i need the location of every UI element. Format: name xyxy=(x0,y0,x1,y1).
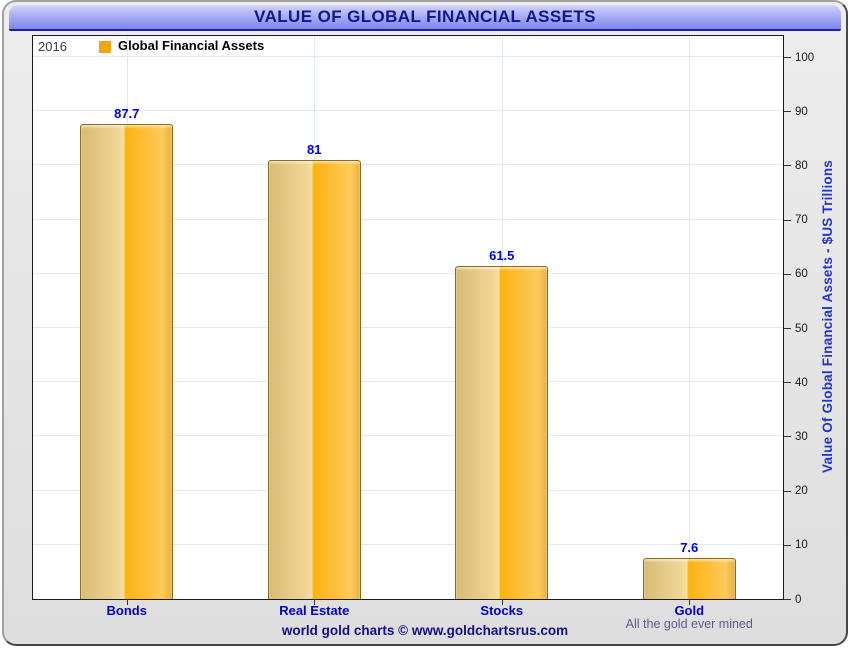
y-axis-tick xyxy=(784,544,791,546)
category-label-bonds: Bonds xyxy=(106,603,147,618)
gridline-horizontal xyxy=(33,489,783,491)
y-axis-tick-label: 90 xyxy=(795,105,808,118)
y-axis-tick xyxy=(784,490,791,492)
y-axis-tick xyxy=(784,57,791,58)
y-axis-tick xyxy=(784,111,791,113)
bar-value-label: 7.6 xyxy=(680,539,699,555)
gridline-horizontal xyxy=(33,435,783,437)
bar-bonds xyxy=(80,123,174,599)
y-axis-tick-label: 40 xyxy=(795,376,808,389)
gridline-horizontal xyxy=(33,272,783,274)
y-axis-tick xyxy=(784,219,791,221)
y-axis-title-wrap: Value Of Global Financial Assets - $US T… xyxy=(814,35,840,598)
title-bar: VALUE OF GLOBAL FINANCIAL ASSETS xyxy=(9,5,841,31)
gridline-horizontal xyxy=(33,164,783,166)
y-axis-title: Value Of Global Financial Assets - $US T… xyxy=(819,160,835,473)
bar-real-estate xyxy=(267,159,361,599)
plot-area: 2016 Global Financial Assets 87.7 81 61.5 7… xyxy=(32,35,784,600)
y-axis-tick-label: 0 xyxy=(795,593,802,606)
gridline-horizontal xyxy=(33,56,783,57)
category-label-real-estate: Real Estate xyxy=(279,603,350,618)
bar-stocks xyxy=(455,265,549,599)
y-axis-tick xyxy=(784,273,791,275)
category-sublabel: All the gold ever mined xyxy=(625,617,753,631)
bar-value-label: 87.7 xyxy=(114,105,140,121)
chart-title: VALUE OF GLOBAL FINANCIAL ASSETS xyxy=(254,7,596,26)
legend-year: 2016 xyxy=(38,39,67,54)
y-axis-tick xyxy=(784,382,791,384)
legend-series-label: Global Financial Assets xyxy=(118,38,265,53)
bar-value-label: 81 xyxy=(307,141,322,157)
x-axis-tick xyxy=(314,599,316,605)
y-axis-tick-label: 100 xyxy=(795,51,815,64)
gridline-horizontal xyxy=(33,327,783,328)
x-axis-tick xyxy=(501,599,503,605)
y-axis-tick xyxy=(784,599,791,600)
gridline-horizontal xyxy=(33,110,783,112)
y-axis-tick-label: 10 xyxy=(795,539,808,552)
gridline-horizontal xyxy=(33,218,783,220)
y-axis-tick xyxy=(784,165,791,167)
y-axis-tick-label: 50 xyxy=(795,322,808,335)
gridline-horizontal xyxy=(33,543,783,545)
bar-value-label: 61.5 xyxy=(489,247,515,263)
category-label-stocks: Stocks xyxy=(480,603,524,618)
bar-gold xyxy=(642,557,736,599)
legend: 2016 Global Financial Assets xyxy=(33,36,783,57)
x-axis-tick xyxy=(689,599,691,605)
x-axis-tick xyxy=(126,599,128,605)
footer-credit: world gold charts © www.goldchartsrus.co… xyxy=(281,623,569,638)
y-axis-tick xyxy=(784,328,791,329)
y-axis-tick xyxy=(784,436,791,438)
gridline-horizontal xyxy=(33,381,783,383)
y-axis-tick-label: 20 xyxy=(795,485,808,498)
y-axis-tick-label: 80 xyxy=(795,159,808,172)
y-axis-tick-label: 70 xyxy=(795,214,808,227)
gridline-vertical xyxy=(689,36,691,599)
y-axis-tick-label: 60 xyxy=(795,268,808,281)
y-axis-tick-label: 30 xyxy=(795,430,808,443)
legend-swatch-icon xyxy=(99,41,111,53)
category-label-gold: Gold xyxy=(674,603,705,618)
